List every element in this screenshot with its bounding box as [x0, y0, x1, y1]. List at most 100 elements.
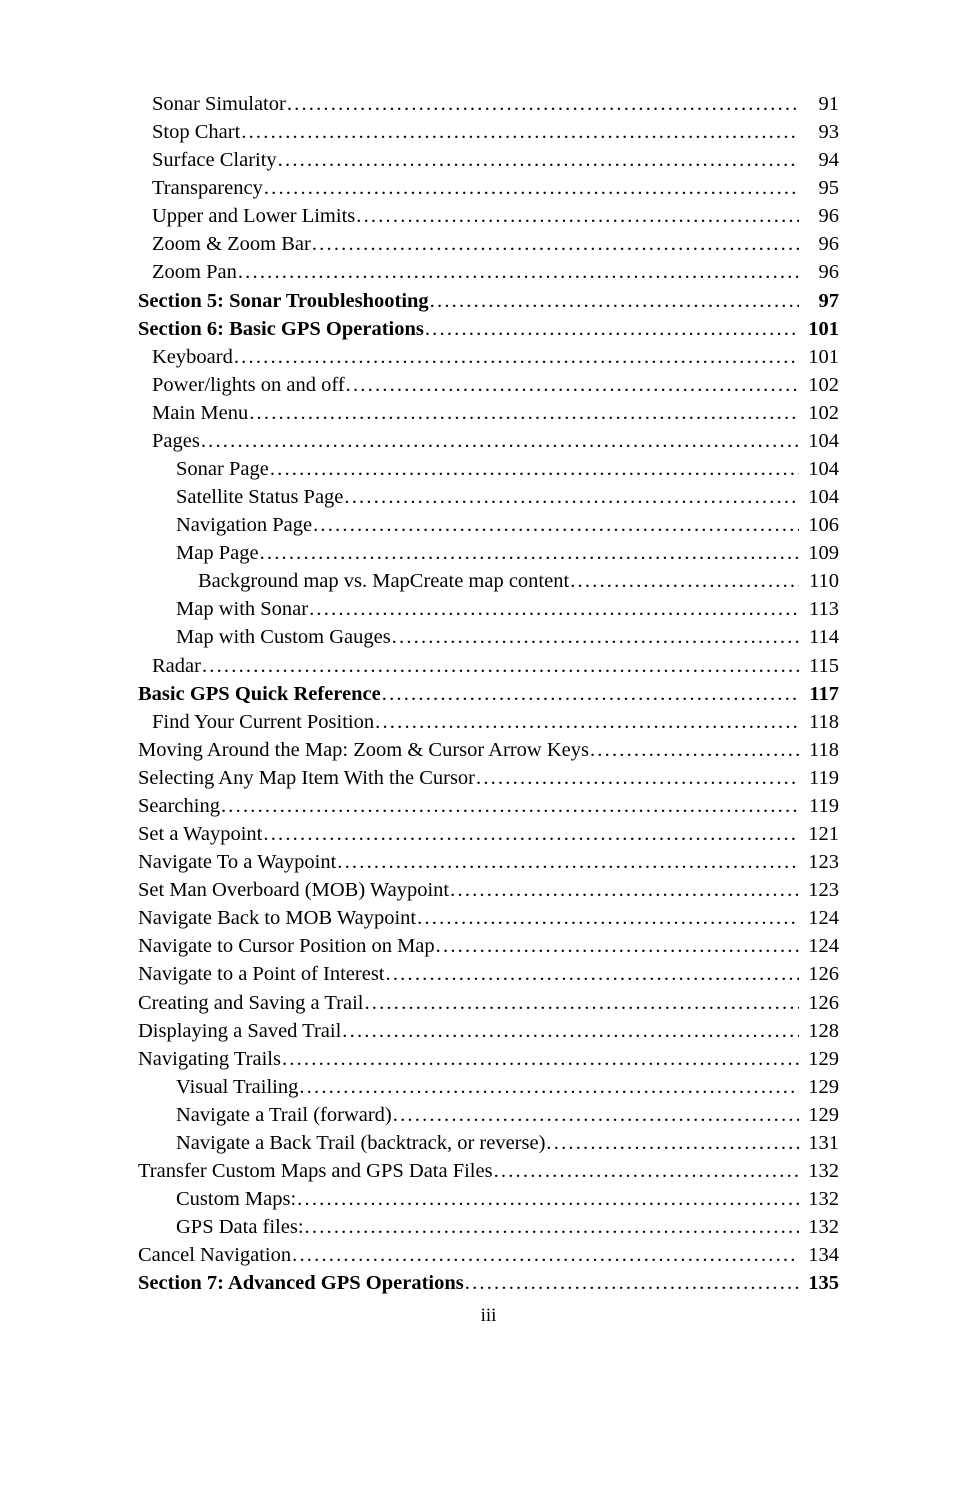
toc-entry-page: 118: [799, 708, 839, 736]
toc-entry-page: 102: [799, 399, 839, 427]
toc-leader-dots: [291, 1241, 799, 1269]
toc-leader-dots: [269, 455, 799, 483]
toc-leader-dots: [201, 652, 799, 680]
toc-entry: Upper and Lower Limits 96: [138, 202, 839, 230]
toc-entry-label: Transparency: [152, 174, 263, 202]
toc-entry-page: 124: [799, 932, 839, 960]
toc-entry-label: Transfer Custom Maps and GPS Data Files: [138, 1157, 493, 1185]
toc-entry: Selecting Any Map Item With the Cursor 1…: [138, 764, 839, 792]
toc-leader-dots: [545, 1129, 799, 1157]
toc-entry: Displaying a Saved Trail 128: [138, 1017, 839, 1045]
toc-entry: Stop Chart 93: [138, 118, 839, 146]
toc-entry-label: Navigate Back to MOB Waypoint: [138, 904, 416, 932]
toc-entry: Section 5: Sonar Troubleshooting 97: [138, 287, 839, 315]
toc-entry-page: 114: [799, 623, 839, 651]
toc-entry-page: 101: [799, 343, 839, 371]
toc-leader-dots: [416, 904, 799, 932]
toc-entry-label: Custom Maps:: [176, 1185, 296, 1213]
toc-entry-label: Map Page: [176, 539, 259, 567]
toc-entry-label: Keyboard: [152, 343, 233, 371]
toc-entry-page: 117: [799, 680, 839, 708]
toc-leader-dots: [381, 680, 799, 708]
toc-entry: Map with Sonar 113: [138, 595, 839, 623]
toc-entry-label: Radar: [152, 652, 201, 680]
toc-leader-dots: [449, 876, 799, 904]
toc-leader-dots: [237, 258, 799, 286]
toc-entry-label: Upper and Lower Limits: [152, 202, 355, 230]
toc-leader-dots: [263, 174, 799, 202]
toc-entry-page: 96: [799, 202, 839, 230]
toc-leader-dots: [464, 1269, 799, 1297]
toc-entry-page: 134: [799, 1241, 839, 1269]
toc-leader-dots: [429, 287, 799, 315]
toc-entry-label: Navigate a Trail (forward): [176, 1101, 392, 1129]
toc-entry-label: Navigate to a Point of Interest: [138, 960, 385, 988]
toc-leader-dots: [248, 399, 799, 427]
toc-leader-dots: [392, 1101, 799, 1129]
toc-entry: Transparency 95: [138, 174, 839, 202]
toc-leader-dots: [298, 1073, 799, 1101]
toc-entry-page: 131: [799, 1129, 839, 1157]
toc-entry-label: Searching: [138, 792, 220, 820]
toc-leader-dots: [240, 118, 799, 146]
toc-entry-label: Pages: [152, 427, 200, 455]
toc-entry-page: 126: [799, 960, 839, 988]
toc-leader-dots: [475, 764, 799, 792]
toc-entry-page: 132: [799, 1157, 839, 1185]
toc-entry-label: Satellite Status Page: [176, 483, 343, 511]
toc-leader-dots: [374, 708, 799, 736]
toc-entry-page: 91: [799, 90, 839, 118]
toc-leader-dots: [589, 736, 799, 764]
toc-entry-page: 94: [799, 146, 839, 174]
toc-entry-label: Navigate to Cursor Position on Map: [138, 932, 435, 960]
toc-leader-dots: [424, 315, 799, 343]
toc-entry: GPS Data files: 132: [138, 1213, 839, 1241]
toc-entry-page: 97: [799, 287, 839, 315]
toc-leader-dots: [277, 146, 799, 174]
toc-page: Sonar Simulator 91Stop Chart 93Surface C…: [0, 0, 954, 1387]
toc-entry-page: 126: [799, 989, 839, 1017]
toc-entry: Cancel Navigation 134: [138, 1241, 839, 1269]
toc-entry-label: Stop Chart: [152, 118, 240, 146]
toc-leader-dots: [435, 932, 799, 960]
toc-entry: Navigation Page 106: [138, 511, 839, 539]
toc-entry-page: 128: [799, 1017, 839, 1045]
toc-leader-dots: [363, 989, 799, 1017]
toc-entry-label: Moving Around the Map: Zoom & Cursor Arr…: [138, 736, 589, 764]
toc-entry-page: 113: [799, 595, 839, 623]
toc-entry: Radar 115: [138, 652, 839, 680]
toc-entry-page: 129: [799, 1045, 839, 1073]
toc-entry-label: Set a Waypoint: [138, 820, 262, 848]
toc-entry: Section 6: Basic GPS Operations 101: [138, 315, 839, 343]
toc-leader-dots: [308, 595, 799, 623]
toc-entry-label: Main Menu: [152, 399, 248, 427]
toc-entry-page: 135: [799, 1269, 839, 1297]
toc-entry: Basic GPS Quick Reference 117: [138, 680, 839, 708]
toc-entry-label: Map with Sonar: [176, 595, 308, 623]
toc-entry-label: Sonar Simulator: [152, 90, 286, 118]
toc-entry-page: 109: [799, 539, 839, 567]
toc-entry-page: 106: [799, 511, 839, 539]
toc-entry: Navigate a Trail (forward) 129: [138, 1101, 839, 1129]
toc-entry: Moving Around the Map: Zoom & Cursor Arr…: [138, 736, 839, 764]
toc-entry: Keyboard 101: [138, 343, 839, 371]
toc-entry: Navigate Back to MOB Waypoint 124: [138, 904, 839, 932]
toc-entry-label: Zoom Pan: [152, 258, 237, 286]
toc-entry: Sonar Simulator 91: [138, 90, 839, 118]
toc-entry: Visual Trailing 129: [138, 1073, 839, 1101]
toc-entry: Navigate To a Waypoint 123: [138, 848, 839, 876]
toc-entry-label: Selecting Any Map Item With the Cursor: [138, 764, 475, 792]
toc-entry-label: Displaying a Saved Trail: [138, 1017, 341, 1045]
toc-entry: Zoom & Zoom Bar 96: [138, 230, 839, 258]
toc-entry-label: Navigating Trails: [138, 1045, 281, 1073]
toc-leader-dots: [311, 230, 799, 258]
toc-leader-dots: [493, 1157, 799, 1185]
toc-list: Sonar Simulator 91Stop Chart 93Surface C…: [138, 90, 839, 1297]
toc-entry: Set Man Overboard (MOB) Waypoint 123: [138, 876, 839, 904]
toc-entry-label: Navigate a Back Trail (backtrack, or rev…: [176, 1129, 545, 1157]
toc-entry-page: 96: [799, 230, 839, 258]
toc-entry-page: 104: [799, 455, 839, 483]
toc-entry: Map Page 109: [138, 539, 839, 567]
toc-entry-label: Cancel Navigation: [138, 1241, 291, 1269]
toc-entry-label: Section 6: Basic GPS Operations: [138, 315, 424, 343]
